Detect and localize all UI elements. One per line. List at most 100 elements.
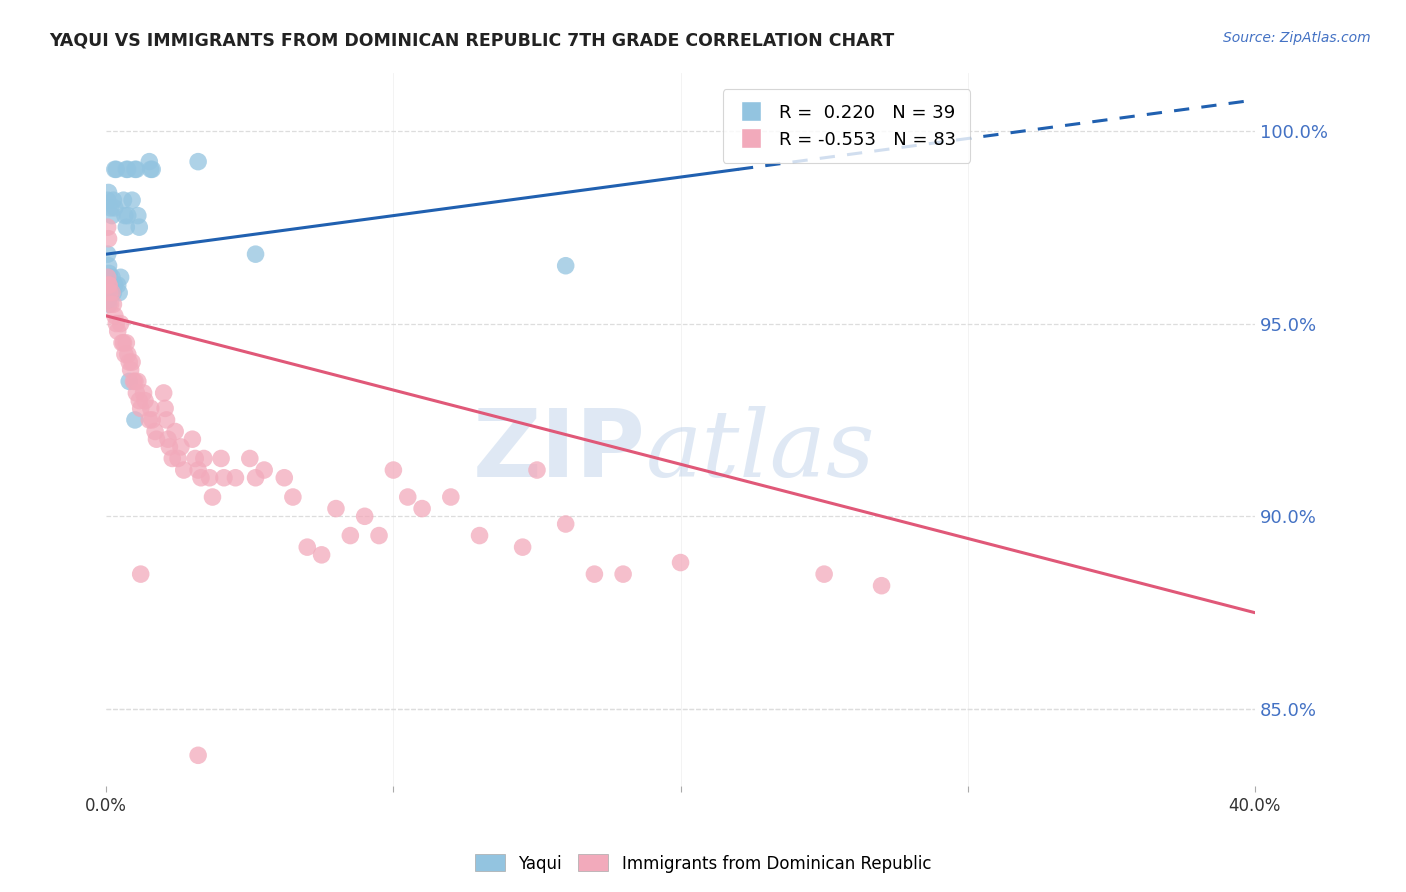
Text: atlas: atlas xyxy=(647,406,876,496)
Point xyxy=(181,432,204,446)
Point xyxy=(121,193,143,207)
Point xyxy=(153,401,176,416)
Point xyxy=(111,335,134,350)
Point xyxy=(103,297,125,311)
Legend: Yaqui, Immigrants from Dominican Republic: Yaqui, Immigrants from Dominican Republi… xyxy=(468,847,938,880)
Point xyxy=(212,471,235,485)
Point xyxy=(117,347,139,361)
Point xyxy=(100,278,122,293)
Point xyxy=(311,548,333,562)
Point xyxy=(124,162,146,177)
Point xyxy=(97,193,120,207)
Point xyxy=(245,247,267,261)
Point xyxy=(156,432,179,446)
Point xyxy=(125,386,148,401)
Point xyxy=(187,154,209,169)
Point xyxy=(97,247,120,261)
Point xyxy=(124,375,146,389)
Point xyxy=(97,297,120,311)
Point xyxy=(141,413,163,427)
Point xyxy=(187,463,209,477)
Point xyxy=(152,386,174,401)
Point xyxy=(98,270,121,285)
Point xyxy=(115,220,138,235)
Point xyxy=(526,463,548,477)
Point xyxy=(273,471,295,485)
Point xyxy=(368,528,391,542)
Point xyxy=(97,293,120,308)
Point xyxy=(173,463,195,477)
Point xyxy=(512,540,534,554)
Point xyxy=(129,567,152,582)
Point xyxy=(209,451,232,466)
Point xyxy=(117,209,139,223)
Point xyxy=(101,270,124,285)
Point xyxy=(554,259,576,273)
Text: YAQUI VS IMMIGRANTS FROM DOMINICAN REPUBLIC 7TH GRADE CORRELATION CHART: YAQUI VS IMMIGRANTS FROM DOMINICAN REPUB… xyxy=(49,31,894,49)
Point xyxy=(107,324,129,338)
Text: Source: ZipAtlas.com: Source: ZipAtlas.com xyxy=(1223,31,1371,45)
Point xyxy=(143,425,166,439)
Point xyxy=(110,317,132,331)
Point xyxy=(297,540,319,554)
Legend: R =  0.220   N = 39, R = -0.553   N = 83: R = 0.220 N = 39, R = -0.553 N = 83 xyxy=(723,89,970,163)
Point xyxy=(100,201,122,215)
Point xyxy=(100,297,122,311)
Point xyxy=(193,451,215,466)
Point xyxy=(108,285,131,300)
Point xyxy=(105,162,128,177)
Point xyxy=(98,278,121,293)
Point xyxy=(468,528,491,542)
Point xyxy=(104,201,127,215)
Text: ZIP: ZIP xyxy=(474,405,647,497)
Point xyxy=(97,259,120,273)
Point xyxy=(110,270,132,285)
Point xyxy=(115,335,138,350)
Point xyxy=(112,193,135,207)
Point xyxy=(162,451,184,466)
Point xyxy=(120,363,142,377)
Point xyxy=(97,270,120,285)
Point xyxy=(105,317,128,331)
Point xyxy=(104,278,127,293)
Point xyxy=(104,162,127,177)
Point xyxy=(201,490,224,504)
Point xyxy=(239,451,262,466)
Point xyxy=(669,556,692,570)
Point xyxy=(396,490,419,504)
Point xyxy=(98,285,121,300)
Point xyxy=(583,567,606,582)
Point xyxy=(167,451,190,466)
Point xyxy=(245,471,267,485)
Point xyxy=(187,748,209,763)
Point xyxy=(115,162,138,177)
Point xyxy=(101,209,124,223)
Point xyxy=(97,186,120,200)
Point xyxy=(128,393,150,408)
Point xyxy=(132,386,155,401)
Point xyxy=(382,463,405,477)
Point xyxy=(124,413,146,427)
Point xyxy=(155,413,177,427)
Point xyxy=(125,162,148,177)
Point xyxy=(813,567,835,582)
Point xyxy=(440,490,463,504)
Point xyxy=(138,413,160,427)
Point xyxy=(554,516,576,531)
Point xyxy=(112,335,135,350)
Point xyxy=(104,309,127,323)
Point xyxy=(118,355,141,369)
Point xyxy=(870,579,893,593)
Point xyxy=(139,162,162,177)
Point xyxy=(253,463,276,477)
Point xyxy=(281,490,304,504)
Point xyxy=(138,154,160,169)
Point xyxy=(114,209,136,223)
Point xyxy=(141,162,163,177)
Point xyxy=(107,278,129,293)
Point xyxy=(97,278,120,293)
Point xyxy=(145,432,167,446)
Point xyxy=(122,375,145,389)
Point xyxy=(121,355,143,369)
Point xyxy=(103,285,125,300)
